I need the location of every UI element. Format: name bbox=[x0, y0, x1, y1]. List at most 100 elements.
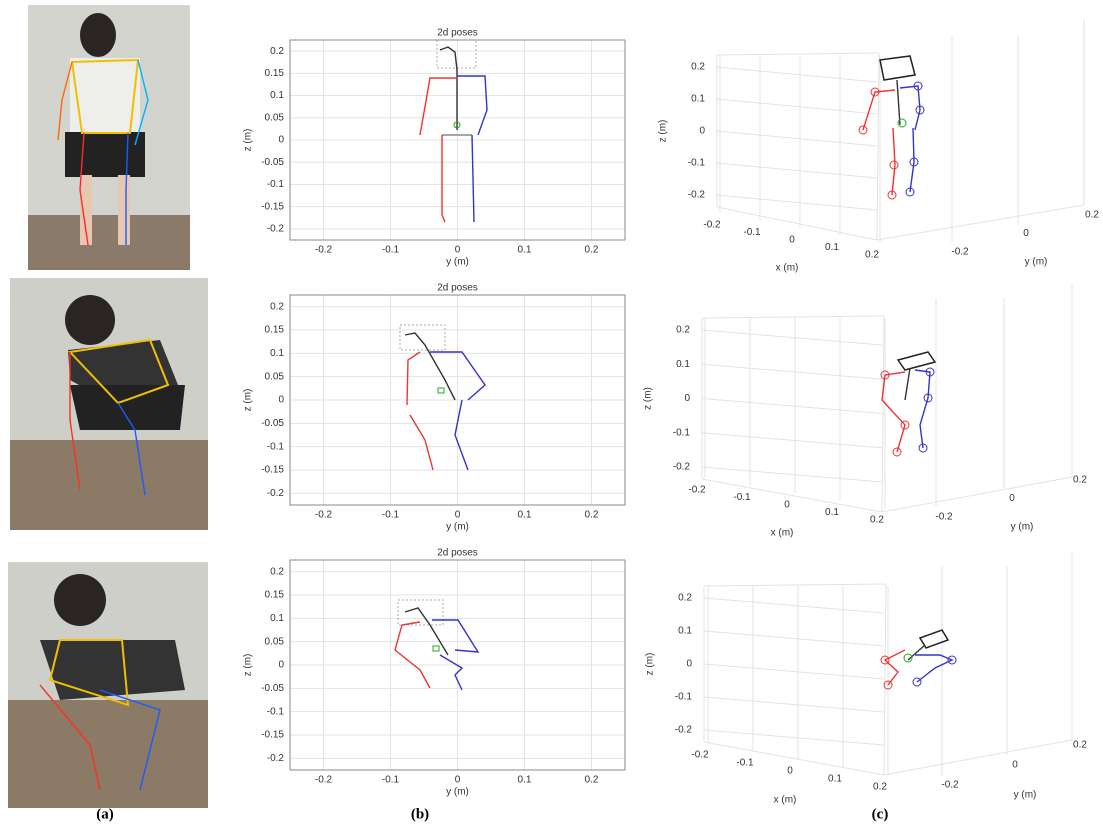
y-tick-label: 0 bbox=[278, 395, 284, 406]
y-tick-label: -0.2 bbox=[941, 780, 959, 791]
skeleton-2d bbox=[395, 600, 478, 690]
x-tick-label: 0 bbox=[784, 500, 790, 511]
x-tick-label: -0.2 bbox=[315, 510, 333, 521]
y-tick-label: 0.05 bbox=[265, 112, 285, 123]
x-tick-label: 0.1 bbox=[518, 775, 532, 786]
y-tick-label: -0.15 bbox=[261, 201, 284, 212]
x-tick-label: 0.1 bbox=[825, 242, 839, 253]
x-tick-label: 0.1 bbox=[825, 507, 839, 518]
axes-edge bbox=[884, 740, 1072, 775]
y-tick-label: 0 bbox=[1012, 760, 1018, 771]
z-tick-label: 0.1 bbox=[691, 94, 705, 105]
figure: (a) (b) (c) -0.2-0.100.10.20.20.150.10.0… bbox=[0, 0, 1103, 829]
z-tick-label: 0 bbox=[684, 393, 690, 404]
z-tick-label: 0.2 bbox=[678, 593, 692, 604]
x-tick-label: -0.2 bbox=[691, 750, 709, 761]
y-tick-label: 0.1 bbox=[270, 613, 284, 624]
plot-title: 2d poses bbox=[437, 283, 478, 294]
y-tick-label: -0.1 bbox=[267, 441, 285, 452]
photo bbox=[8, 562, 208, 808]
x-tick-label: -0.1 bbox=[743, 227, 761, 238]
x-tick-label: 0.2 bbox=[585, 510, 599, 521]
x-axis-label: y (m) bbox=[446, 257, 469, 268]
axes-edge bbox=[877, 53, 879, 240]
x-axis-label: y (m) bbox=[446, 787, 469, 798]
y-tick-label: 0.2 bbox=[1085, 210, 1099, 221]
plot-title: 2d poses bbox=[437, 28, 478, 39]
x-tick-label: 0.2 bbox=[585, 775, 599, 786]
axes-edge bbox=[717, 53, 879, 55]
grid-line bbox=[704, 664, 884, 679]
y-tick-label: -0.1 bbox=[267, 706, 285, 717]
axes-edge bbox=[702, 479, 882, 512]
x-axis-label: x (m) bbox=[776, 263, 799, 274]
x-tick-label: -0.1 bbox=[736, 758, 754, 769]
z-tick-label: 0.1 bbox=[678, 626, 692, 637]
x-tick-label: -0.1 bbox=[382, 510, 400, 521]
y-tick-label: 0.15 bbox=[265, 590, 285, 601]
x-axis-label: x (m) bbox=[771, 528, 794, 539]
photo bbox=[28, 5, 190, 270]
z-tick-label: 0 bbox=[699, 126, 705, 137]
grid-line bbox=[717, 67, 877, 82]
y-tick-label: -0.05 bbox=[261, 157, 284, 168]
y-axis-label: z (m) bbox=[243, 389, 254, 412]
x-tick-label: -0.2 bbox=[315, 245, 333, 256]
skeleton-3d bbox=[881, 352, 935, 456]
y-tick-label: 0.1 bbox=[270, 348, 284, 359]
z-tick-label: -0.1 bbox=[673, 427, 691, 438]
axes-edge bbox=[704, 742, 884, 775]
grid-line bbox=[702, 399, 882, 414]
grid-line bbox=[717, 99, 877, 114]
y-tick-label: 0 bbox=[278, 135, 284, 146]
skeleton-2d bbox=[420, 40, 487, 222]
z-tick-label: 0.2 bbox=[691, 62, 705, 73]
axes-edge bbox=[882, 316, 884, 512]
x-tick-label: 0.1 bbox=[828, 774, 842, 785]
y-tick-label: -0.2 bbox=[267, 488, 285, 499]
y-tick-label: -0.1 bbox=[267, 179, 285, 190]
z-tick-label: 0.1 bbox=[676, 359, 690, 370]
grid-line bbox=[702, 330, 882, 345]
axes-edge bbox=[877, 205, 1084, 240]
x-tick-label: -0.1 bbox=[382, 775, 400, 786]
y-tick-label: 0.15 bbox=[265, 325, 285, 336]
y-tick-label: -0.15 bbox=[261, 730, 284, 741]
y-tick-label: 0 bbox=[278, 660, 284, 671]
x-tick-label: -0.2 bbox=[315, 775, 333, 786]
z-tick-label: -0.2 bbox=[673, 462, 691, 473]
y-tick-label: 0.05 bbox=[265, 636, 285, 647]
grid-line bbox=[717, 131, 877, 146]
y-axis-label: y (m) bbox=[1011, 522, 1034, 533]
y-tick-label: 0.2 bbox=[270, 46, 284, 57]
x-tick-label: 0.2 bbox=[585, 245, 599, 256]
y-tick-label: -0.15 bbox=[261, 465, 284, 476]
z-tick-label: -0.2 bbox=[675, 725, 693, 736]
axes-edge bbox=[884, 584, 886, 775]
y-tick-label: 0.2 bbox=[270, 301, 284, 312]
x-tick-label: 0 bbox=[787, 766, 793, 777]
y-axis-label: z (m) bbox=[243, 129, 254, 152]
grid-line bbox=[704, 730, 884, 745]
y-tick-label: -0.2 bbox=[267, 753, 285, 764]
grid-line bbox=[702, 467, 882, 482]
y-tick-label: 0.15 bbox=[265, 68, 285, 79]
x-tick-label: 0.2 bbox=[873, 782, 887, 793]
z-tick-label: -0.1 bbox=[675, 692, 693, 703]
skeleton-3d bbox=[881, 630, 956, 689]
x-tick-label: 0 bbox=[455, 775, 461, 786]
grid-line bbox=[704, 598, 884, 613]
x-axis-label: x (m) bbox=[774, 795, 797, 806]
y-tick-label: 0 bbox=[1009, 493, 1015, 504]
caption: (a) bbox=[96, 806, 114, 822]
grid-line bbox=[702, 433, 882, 448]
y-tick-label: 0 bbox=[1023, 228, 1029, 239]
y-tick-label: -0.05 bbox=[261, 418, 284, 429]
z-tick-label: 0 bbox=[686, 659, 692, 670]
x-tick-label: 0 bbox=[455, 245, 461, 256]
x-tick-label: -0.2 bbox=[688, 485, 706, 496]
x-tick-label: 0 bbox=[789, 235, 795, 246]
z-tick-label: -0.1 bbox=[688, 158, 706, 169]
z-tick-label: -0.2 bbox=[688, 190, 706, 201]
x-tick-label: 0.2 bbox=[870, 515, 884, 526]
